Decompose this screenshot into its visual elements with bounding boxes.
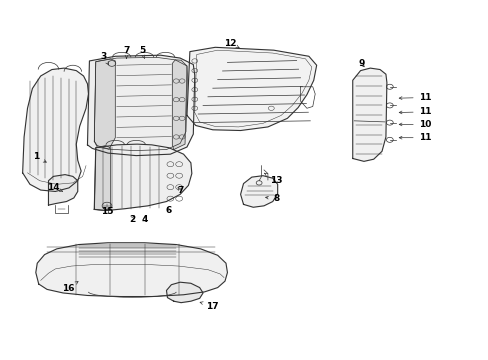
Polygon shape — [94, 144, 191, 211]
Text: 10: 10 — [398, 120, 430, 129]
Text: 9: 9 — [358, 59, 364, 68]
Text: 3: 3 — [100, 52, 108, 64]
Text: 15: 15 — [101, 207, 113, 216]
Text: 11: 11 — [398, 133, 430, 142]
Polygon shape — [36, 243, 227, 297]
Text: 6: 6 — [165, 206, 172, 215]
Text: 2: 2 — [129, 215, 135, 224]
Polygon shape — [94, 59, 115, 149]
Text: 11: 11 — [398, 93, 430, 102]
Polygon shape — [172, 60, 186, 149]
Text: 7: 7 — [177, 186, 183, 195]
Polygon shape — [87, 55, 194, 156]
Polygon shape — [166, 282, 203, 303]
Text: 17: 17 — [200, 302, 219, 311]
Polygon shape — [186, 47, 316, 131]
Polygon shape — [22, 68, 88, 192]
Text: 8: 8 — [265, 194, 279, 203]
Text: 13: 13 — [264, 173, 282, 185]
Text: 14: 14 — [47, 183, 62, 192]
Text: 5: 5 — [139, 46, 145, 58]
Polygon shape — [48, 175, 78, 205]
Polygon shape — [352, 68, 386, 161]
Polygon shape — [240, 176, 277, 207]
Text: 12: 12 — [223, 39, 239, 48]
Text: 11: 11 — [398, 107, 430, 116]
Polygon shape — [94, 145, 110, 211]
Text: 7: 7 — [123, 46, 129, 58]
Text: 1: 1 — [33, 152, 46, 162]
Text: 4: 4 — [142, 215, 148, 224]
Text: 16: 16 — [61, 282, 78, 293]
